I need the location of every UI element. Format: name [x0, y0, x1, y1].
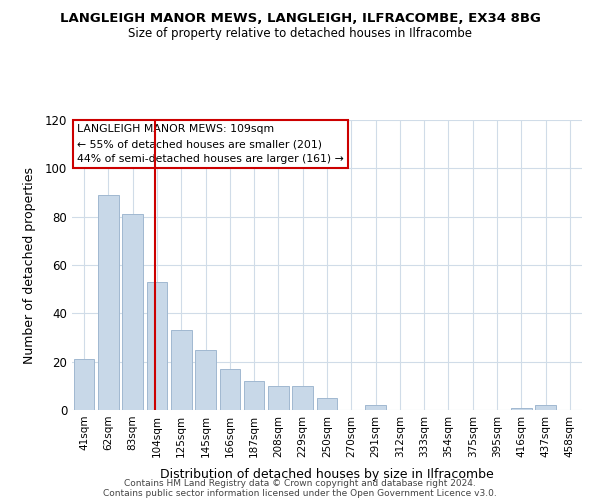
Bar	[195, 350, 216, 410]
Bar	[122, 214, 143, 410]
Text: LANGLEIGH MANOR MEWS: 109sqm
← 55% of detached houses are smaller (201)
44% of s: LANGLEIGH MANOR MEWS: 109sqm ← 55% of de…	[77, 124, 344, 164]
Bar	[535, 405, 556, 410]
Bar	[220, 369, 240, 410]
Text: Size of property relative to detached houses in Ilfracombe: Size of property relative to detached ho…	[128, 28, 472, 40]
Bar	[74, 359, 94, 410]
X-axis label: Distribution of detached houses by size in Ilfracombe: Distribution of detached houses by size …	[160, 468, 494, 481]
Bar	[511, 408, 532, 410]
Bar	[171, 330, 191, 410]
Text: LANGLEIGH MANOR MEWS, LANGLEIGH, ILFRACOMBE, EX34 8BG: LANGLEIGH MANOR MEWS, LANGLEIGH, ILFRACO…	[59, 12, 541, 26]
Bar	[268, 386, 289, 410]
Y-axis label: Number of detached properties: Number of detached properties	[23, 166, 37, 364]
Bar	[244, 381, 265, 410]
Bar	[146, 282, 167, 410]
Bar	[292, 386, 313, 410]
Bar	[98, 195, 119, 410]
Text: Contains HM Land Registry data © Crown copyright and database right 2024.: Contains HM Land Registry data © Crown c…	[124, 478, 476, 488]
Bar	[317, 398, 337, 410]
Bar	[365, 405, 386, 410]
Text: Contains public sector information licensed under the Open Government Licence v3: Contains public sector information licen…	[103, 488, 497, 498]
